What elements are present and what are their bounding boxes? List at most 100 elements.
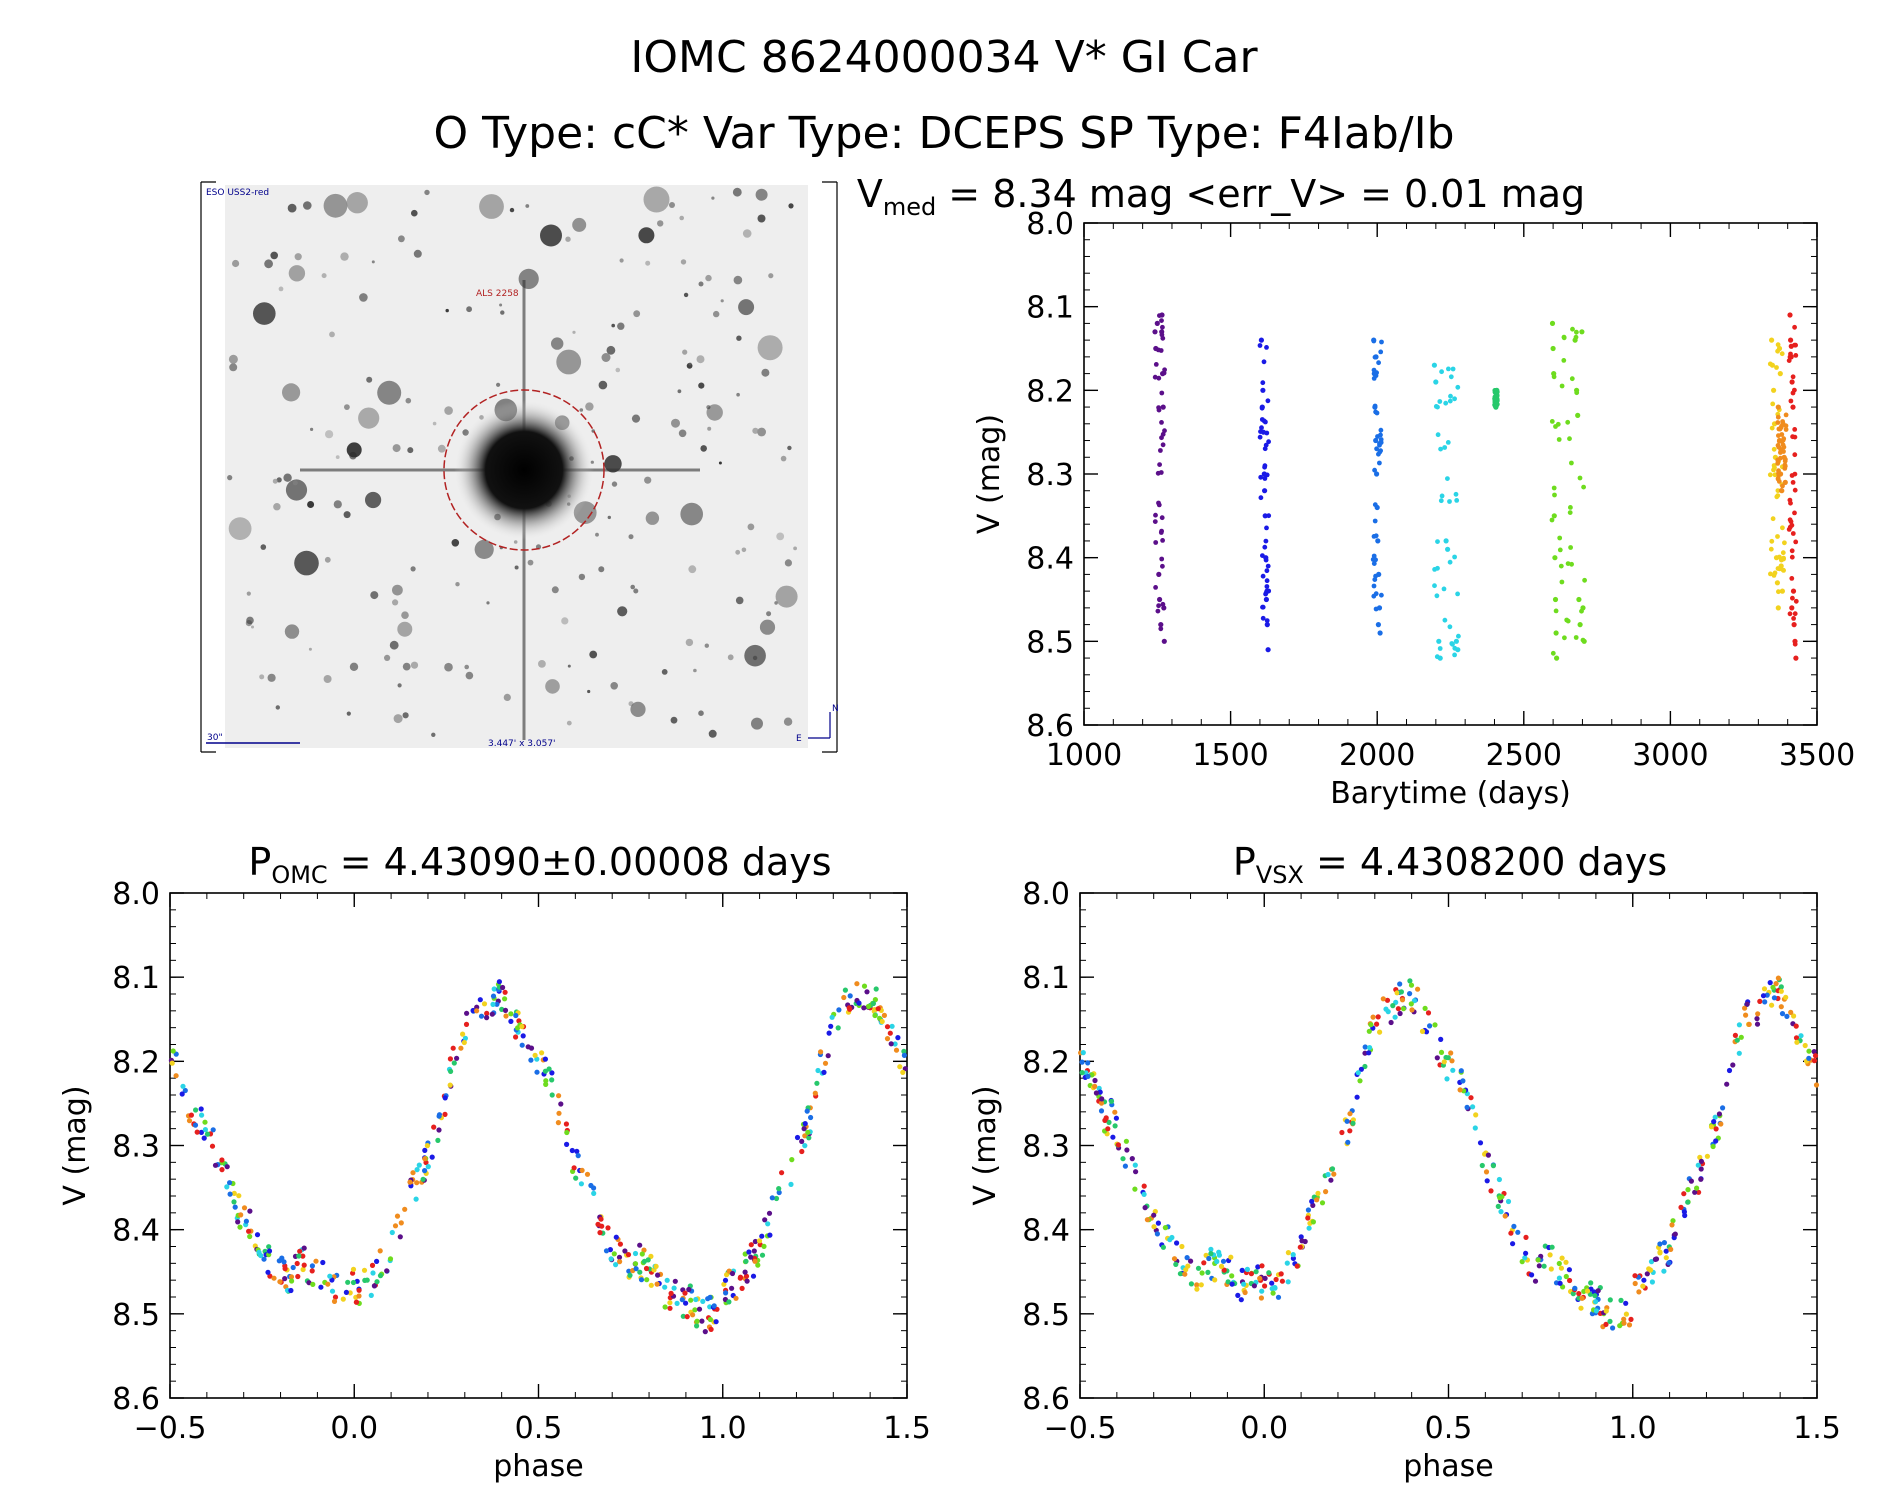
sky-thumbnail: ESO USS2-red ALS 2258 30" 3.447' x 3.057… [200, 181, 839, 753]
field-star [706, 405, 711, 410]
y-tick-label: 8.0 [1022, 877, 1070, 912]
data-point [1724, 1081, 1730, 1087]
data-point [1108, 1098, 1115, 1104]
data-point [1792, 427, 1798, 432]
field-star [371, 260, 375, 264]
data-point [722, 1277, 729, 1283]
data-point [1457, 1087, 1463, 1093]
data-point [1806, 1055, 1812, 1061]
field-star [752, 655, 758, 661]
data-point [1367, 1045, 1373, 1051]
data-point [1388, 1019, 1394, 1026]
phase-vsx-title-rest: = 4.4308200 days [1304, 840, 1667, 884]
data-point [1141, 1191, 1147, 1197]
data-point [1263, 557, 1269, 563]
field-star [466, 306, 472, 313]
data-point [737, 1275, 743, 1281]
data-point [648, 1253, 654, 1259]
data-point [1565, 419, 1571, 425]
data-point [1556, 437, 1562, 442]
data-point [281, 1259, 287, 1265]
data-point [632, 1250, 639, 1257]
data-point [1455, 591, 1460, 597]
data-point [1720, 1105, 1726, 1111]
field-star [527, 559, 534, 566]
data-point [1678, 1204, 1684, 1210]
field-star [410, 661, 419, 669]
data-point [1713, 1138, 1719, 1144]
data-point [1778, 984, 1784, 990]
data-point [1371, 593, 1377, 599]
data-point [1262, 513, 1268, 519]
data-point [231, 1190, 237, 1196]
data-point [756, 1238, 763, 1244]
data-point [282, 1276, 288, 1282]
data-point [261, 1256, 267, 1262]
field-star [700, 445, 707, 452]
data-point [1510, 1241, 1516, 1247]
y-tick-label: 8.4 [112, 1214, 160, 1249]
data-point [1305, 1215, 1311, 1221]
data-point [1431, 362, 1437, 368]
data-point [638, 1277, 645, 1283]
data-point [1285, 1250, 1291, 1256]
data-point [1569, 460, 1574, 466]
field-star [793, 546, 797, 551]
data-point [235, 1219, 241, 1225]
data-point [436, 1113, 442, 1119]
field-star [366, 376, 373, 383]
field-star [707, 426, 712, 431]
field-star [741, 547, 747, 553]
data-point [1235, 1292, 1241, 1298]
data-point [1162, 428, 1167, 434]
data-point [369, 1262, 376, 1268]
data-point [1793, 1023, 1799, 1029]
data-point [1522, 1255, 1528, 1261]
data-point [1704, 1153, 1710, 1159]
data-point [1132, 1162, 1138, 1168]
field-star [761, 368, 770, 377]
data-point [1155, 470, 1161, 476]
data-point [648, 1282, 654, 1288]
data-point [1788, 519, 1794, 524]
data-point [1306, 1225, 1312, 1231]
field-star [474, 539, 494, 560]
lightcurve-panel: Vmed = 8.34 mag <err_V> = 0.01 mag [857, 172, 1585, 221]
data-point [1372, 403, 1378, 409]
data-point [1259, 1263, 1265, 1269]
field-star [713, 310, 720, 318]
data-point [1783, 427, 1789, 432]
data-point [1434, 654, 1440, 660]
field-star [402, 662, 411, 671]
data-point [739, 1285, 745, 1291]
data-point [597, 1230, 603, 1236]
data-point [671, 1285, 677, 1291]
field-star [630, 584, 635, 590]
data-point [1508, 1230, 1514, 1236]
field-star [259, 674, 265, 680]
data-point [1160, 601, 1166, 607]
data-point [1450, 366, 1456, 372]
data-point [1264, 578, 1270, 584]
data-point [1098, 1100, 1105, 1106]
data-point [801, 1126, 807, 1132]
data-point [1772, 570, 1778, 576]
field-star [509, 207, 515, 213]
data-point [1159, 515, 1165, 521]
compass-east-label: E [796, 734, 802, 744]
data-point [1789, 548, 1795, 554]
data-point [549, 1077, 555, 1083]
field-star [644, 476, 652, 484]
data-point [616, 1254, 623, 1260]
data-point [1775, 404, 1781, 410]
data-point [1502, 1213, 1508, 1219]
data-point [1455, 384, 1461, 390]
data-point [502, 1007, 509, 1014]
field-star [742, 229, 752, 238]
data-point [1158, 530, 1164, 535]
data-point [1484, 1178, 1490, 1184]
data-point [1257, 1275, 1263, 1281]
data-point [1409, 1007, 1415, 1013]
data-point [1698, 1166, 1704, 1172]
data-point [1085, 1073, 1091, 1079]
